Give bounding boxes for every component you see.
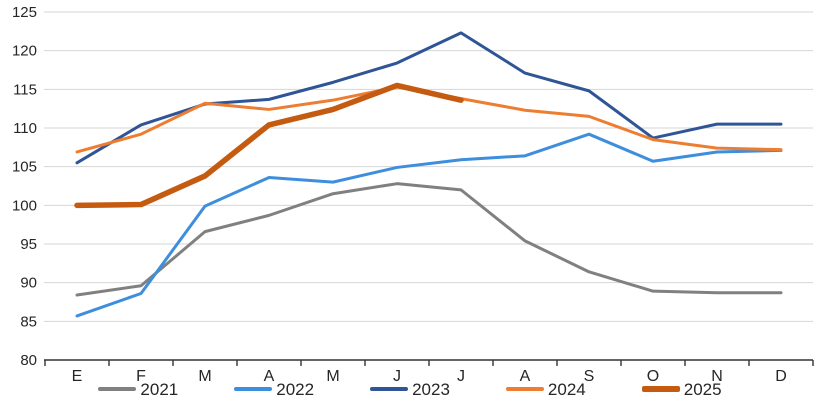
y-axis-label: 95: [20, 236, 37, 253]
y-axis-label: 85: [20, 313, 37, 330]
legend-item-2021: 2021: [98, 381, 178, 398]
legend-label: 2025: [683, 379, 722, 399]
series-line-2025: [74, 82, 464, 209]
legend-line-swatch-2022: [234, 387, 273, 391]
legend-item-2025: 2025: [641, 379, 722, 399]
x-axis-label: F: [136, 368, 146, 385]
legend-item-2023: 2023: [370, 381, 450, 398]
x-axis-label: E: [72, 368, 83, 385]
series-line-2021: [75, 182, 783, 297]
y-axis-label: 100: [12, 197, 37, 214]
x-axis-label: N: [711, 368, 723, 385]
legend-label: 2023: [412, 379, 450, 399]
y-axis-label: 105: [12, 159, 37, 176]
legend-label: 2022: [276, 379, 315, 399]
x-axis-label: M: [198, 368, 211, 385]
legend-line-swatch-2023: [370, 387, 409, 391]
y-axis-label: 115: [13, 81, 37, 98]
legend-item-2022: 2022: [234, 381, 314, 398]
legend-label: 2021: [140, 379, 179, 399]
x-axis-label: J: [393, 368, 401, 385]
chart-legend: 2021 2022 2023 2024 2025: [0, 376, 820, 402]
y-axis-label: 90: [20, 275, 37, 292]
legend-label: 2024: [547, 379, 586, 399]
x-axis-label: A: [520, 368, 531, 385]
y-axis-label: 120: [12, 43, 37, 60]
legend-line-swatch-2021: [98, 387, 137, 391]
legend-line-swatch-2024: [505, 387, 544, 391]
x-axis-label: S: [584, 368, 595, 385]
legend-item-2024: 2024: [505, 379, 586, 399]
x-axis-label: M: [326, 368, 339, 385]
y-axis-label: 125: [12, 4, 37, 21]
x-axis-label: O: [647, 368, 659, 385]
y-axis-label: 110: [13, 120, 37, 137]
y-axis-label: 80: [20, 352, 37, 369]
x-axis-label: D: [775, 368, 787, 385]
series-line-2024: [75, 85, 783, 154]
series-line-2022: [75, 132, 783, 318]
x-axis-label: J: [457, 368, 465, 385]
x-axis-label: A: [264, 368, 275, 385]
legend-line-swatch-2025: [641, 386, 680, 392]
